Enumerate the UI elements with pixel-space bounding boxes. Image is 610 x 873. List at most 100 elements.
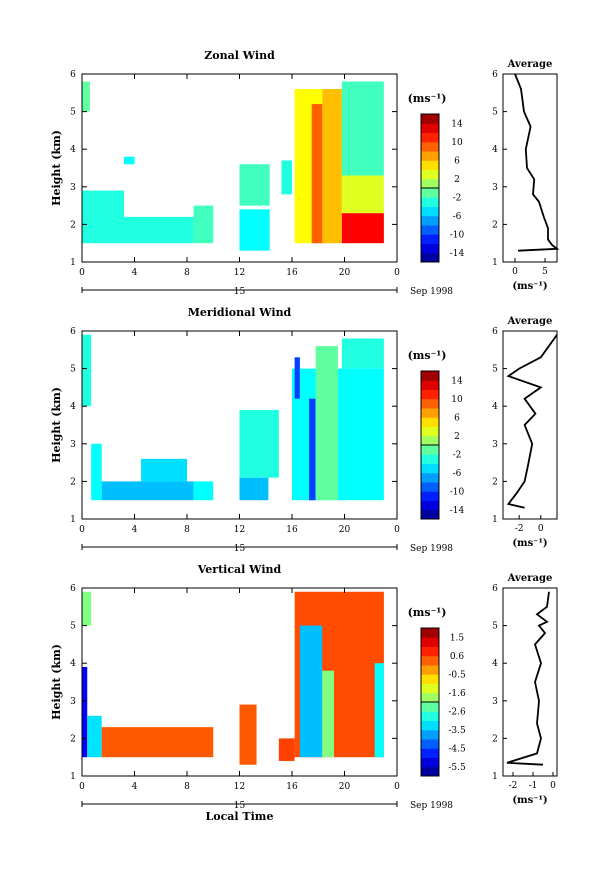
average-frame xyxy=(502,73,558,263)
colorbar-step xyxy=(421,757,439,768)
average-y-tick-label: 5 xyxy=(492,365,498,375)
average-y-tick-label: 5 xyxy=(492,108,498,118)
panel-title: Meridional Wind xyxy=(188,306,292,319)
x-tick-label: 12 xyxy=(234,782,245,792)
colorbar-step xyxy=(421,141,439,152)
y-tick-label: 6 xyxy=(70,327,76,337)
average-y-tick-label: 4 xyxy=(492,659,498,669)
x-tick-label: 8 xyxy=(184,525,190,535)
colorbar-tick-label: 6 xyxy=(454,156,460,166)
average-x-tick-label: -1 xyxy=(529,781,538,791)
date-suffix: Sep 1998 xyxy=(410,801,453,811)
y-tick-label: 5 xyxy=(70,622,76,632)
y-axis-label: Height (km) xyxy=(50,387,63,463)
average-y-tick-label: 6 xyxy=(492,70,498,80)
average-profile-line xyxy=(514,73,560,252)
colorbar-tick-label: 10 xyxy=(451,138,463,148)
colorbar-tick-label: 14 xyxy=(451,119,463,129)
panel-title: Zonal Wind xyxy=(204,49,275,62)
x-tick-label: 0 xyxy=(394,268,400,278)
colorbar-step xyxy=(421,225,439,235)
x-tick-label: 4 xyxy=(132,268,138,278)
colorbar-step xyxy=(421,417,439,427)
average-frame xyxy=(502,587,558,777)
y-axis-label: Height (km) xyxy=(50,130,63,206)
colorbar-tick-label: 2 xyxy=(454,432,460,442)
date-label: 15 xyxy=(234,544,246,554)
average-y-tick-label: 1 xyxy=(492,258,498,268)
average-x-tick-label: -2 xyxy=(509,781,518,791)
data-cell xyxy=(82,666,88,758)
colorbar-step xyxy=(421,132,439,143)
colorbar-tick-label: -0.5 xyxy=(448,670,466,680)
x-tick-label: 4 xyxy=(132,525,138,535)
data-cell xyxy=(239,704,257,765)
colorbar-step xyxy=(421,151,439,161)
average-y-tick-label: 6 xyxy=(492,584,498,594)
y-tick-label: 6 xyxy=(70,70,76,80)
average-x-tick-label: 0 xyxy=(538,524,544,534)
colorbar-tick-label: -14 xyxy=(450,249,465,259)
colorbar-tick-label: -4.5 xyxy=(448,744,466,754)
data-cell xyxy=(322,670,334,758)
average-title: Average xyxy=(507,59,553,70)
average-y-tick-label: 3 xyxy=(492,697,498,707)
colorbar-step xyxy=(421,463,439,474)
colorbar-step xyxy=(421,482,439,492)
y-tick-label: 3 xyxy=(70,183,76,193)
x-tick-label: 0 xyxy=(394,525,400,535)
data-cell xyxy=(341,175,384,214)
data-cell xyxy=(193,205,214,244)
average-x-tick-label: 0 xyxy=(512,267,518,277)
x-tick-label: 0 xyxy=(79,268,85,278)
colorbar-tick-label: 0.6 xyxy=(450,652,465,662)
average-x-tick-label: 0 xyxy=(550,781,556,791)
average-profile-line xyxy=(506,591,550,766)
date-label: 15 xyxy=(234,801,246,811)
colorbar-step xyxy=(421,729,439,740)
colorbar-tick-label: -2 xyxy=(453,450,462,460)
date-label: 15 xyxy=(234,287,246,297)
data-cell xyxy=(315,346,338,501)
colorbar-step xyxy=(421,665,439,675)
colorbar-tick-label: -6 xyxy=(453,469,462,479)
colorbar-step xyxy=(421,472,439,483)
x-tick-label: 0 xyxy=(79,782,85,792)
colorbar-step xyxy=(421,169,439,180)
colorbar-step xyxy=(421,702,439,712)
data-cell xyxy=(374,663,384,758)
y-tick-label: 2 xyxy=(70,734,76,744)
data-cell xyxy=(281,160,292,195)
date-suffix: Sep 1998 xyxy=(410,287,453,297)
data-cell xyxy=(91,443,102,501)
colorbar-step xyxy=(421,114,439,124)
data-cell xyxy=(311,104,325,244)
colorbar-step xyxy=(421,197,439,207)
colorbar-step xyxy=(421,683,439,694)
colorbar-tick-label: 14 xyxy=(451,376,463,386)
colorbar-tick-label: -10 xyxy=(450,230,465,240)
data-cell xyxy=(299,625,323,758)
panel-title: Vertical Wind xyxy=(197,563,282,576)
colorbar-tick-label: 6 xyxy=(454,413,460,423)
y-axis-label: Height (km) xyxy=(50,644,63,720)
average-y-tick-label: 2 xyxy=(492,734,498,744)
data-cell xyxy=(239,164,270,206)
data-cell xyxy=(101,727,214,758)
data-cell xyxy=(239,209,270,251)
x-tick-label: 8 xyxy=(184,782,190,792)
colorbar-step xyxy=(421,389,439,400)
average-y-tick-label: 1 xyxy=(492,772,498,782)
colorbar-tick-label: -5.5 xyxy=(448,763,466,773)
data-cell xyxy=(341,338,384,369)
colorbar-tick-label: -3.5 xyxy=(448,726,466,736)
average-y-tick-label: 6 xyxy=(492,327,498,337)
average-profile-line xyxy=(506,334,558,509)
average-title: Average xyxy=(507,573,553,584)
average-y-tick-label: 2 xyxy=(492,220,498,230)
x-tick-label: 0 xyxy=(79,525,85,535)
x-tick-label: 20 xyxy=(339,525,351,535)
colorbar-tick-label: -10 xyxy=(450,487,465,497)
colorbar-tick-label: -6 xyxy=(453,212,462,222)
